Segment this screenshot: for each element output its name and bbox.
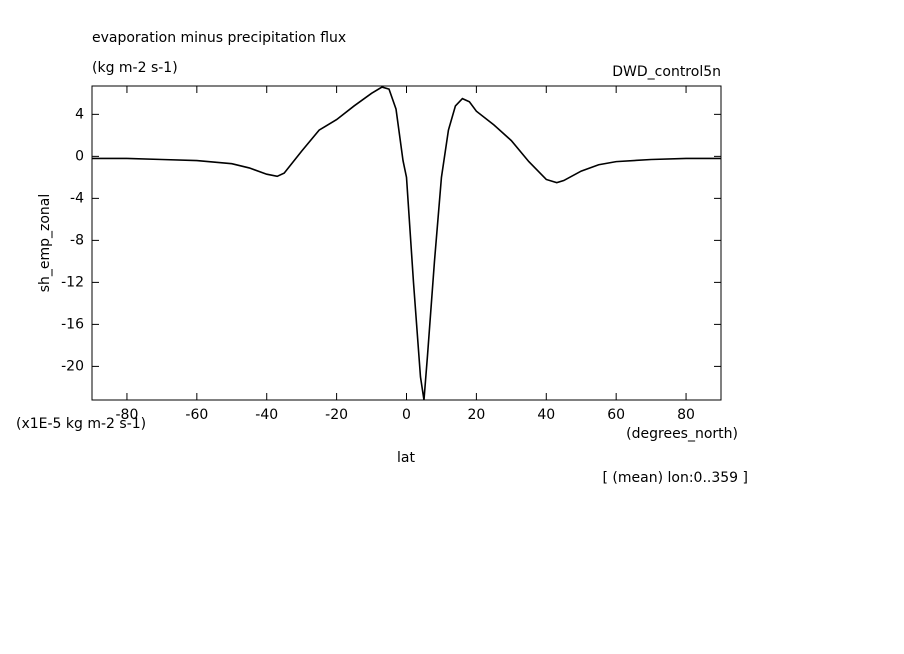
y-tick-label: 4 [75,106,84,122]
x-tick-label: 0 [402,407,411,423]
dataset-label: DWD_control5n [612,64,721,80]
y-axis-label: sh_emp_zonal [37,194,53,293]
chart-subtitle: (kg m-2 s-1) [92,60,178,76]
x-tick-label: -40 [255,407,278,423]
chart-title: evaporation minus precipitation flux [92,30,346,46]
x-tick-label: 60 [607,407,625,423]
y-tick-label: -8 [70,232,84,248]
x-tick-label: 40 [537,407,555,423]
x-tick-label: 20 [467,407,485,423]
x-units: (degrees_north) [626,426,738,442]
x-tick-label: -20 [325,407,348,423]
note: [ (mean) lon:0..359 ] [603,470,748,486]
y-tick-label: -12 [61,274,84,290]
x-tick-label: -80 [116,407,139,423]
x-tick-label: -60 [185,407,208,423]
y-tick-label: -16 [61,316,84,332]
x-tick-label: 80 [677,407,695,423]
y-tick-label: 0 [75,148,84,164]
y-units: (x1E-5 kg m-2 s-1) [16,416,146,432]
y-tick-label: -20 [61,358,84,374]
plot-frame [91,85,722,401]
data-line [92,86,721,401]
x-axis-label: lat [397,450,415,466]
y-tick-label: -4 [70,190,84,206]
